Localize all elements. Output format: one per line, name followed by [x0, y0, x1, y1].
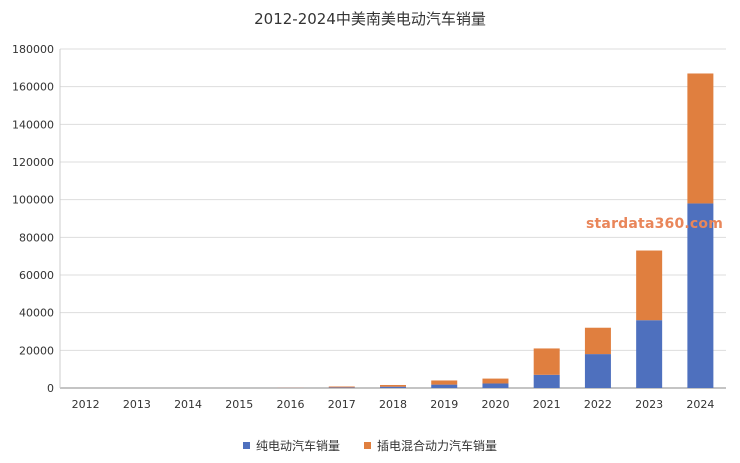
bar-phev-2019[interactable]	[431, 380, 458, 385]
bar-phev-2021[interactable]	[533, 348, 560, 375]
bar-phev-2023[interactable]	[636, 250, 663, 321]
y-tick-label: 60000	[19, 269, 54, 282]
x-tick-label: 2012	[72, 398, 100, 411]
legend: 纯电动汽车销量 插电混合动力汽车销量	[0, 437, 740, 454]
bar-bev-2020[interactable]	[482, 383, 509, 388]
legend-label-phev: 插电混合动力汽车销量	[377, 439, 498, 453]
x-tick-label: 2023	[635, 398, 663, 411]
x-tick-label: 2016	[277, 398, 305, 411]
watermark-text: stardata360.com	[586, 216, 724, 232]
bar-bev-2024[interactable]	[687, 203, 714, 388]
bar-bev-2023[interactable]	[636, 320, 663, 388]
y-tick-label: 120000	[12, 156, 54, 169]
bar-phev-2022[interactable]	[584, 327, 611, 355]
legend-label-bev: 纯电动汽车销量	[255, 439, 340, 453]
y-tick-label: 40000	[19, 307, 54, 320]
y-tick-label: 140000	[12, 118, 54, 131]
y-tick-label: 80000	[19, 231, 54, 244]
y-tick-label: 100000	[12, 194, 54, 207]
bar-bev-2022[interactable]	[584, 354, 611, 388]
x-tick-label: 2024	[686, 398, 714, 411]
x-tick-label: 2021	[533, 398, 561, 411]
x-tick-label: 2013	[123, 398, 151, 411]
legend-item-bev[interactable]: 纯电动汽车销量	[242, 437, 340, 454]
bar-bev-2018[interactable]	[380, 386, 406, 388]
y-tick-label: 180000	[12, 43, 54, 56]
x-tick-label: 2014	[174, 398, 202, 411]
legend-item-phev[interactable]: 插电混合动力汽车销量	[364, 437, 497, 454]
chart-title: 2012-2024中美南美电动汽车销量	[254, 10, 486, 28]
x-tick-label: 2019	[430, 398, 458, 411]
bar-phev-2020[interactable]	[482, 378, 509, 384]
x-tick-label: 2018	[379, 398, 407, 411]
bar-bev-2021[interactable]	[533, 374, 560, 388]
bar-bev-2017[interactable]	[328, 387, 355, 388]
y-tick-label: 160000	[12, 81, 54, 94]
bar-bev-2019[interactable]	[431, 384, 458, 388]
y-tick-label: 0	[47, 382, 54, 395]
bar-phev-2017[interactable]	[328, 386, 355, 388]
x-tick-label: 2015	[225, 398, 253, 411]
x-tick-label: 2022	[584, 398, 612, 411]
y-tick-label: 20000	[19, 344, 54, 357]
legend-swatch-phev	[364, 442, 371, 449]
legend-swatch-bev	[242, 442, 250, 449]
x-tick-label: 2020	[481, 398, 509, 411]
bar-phev-2018[interactable]	[380, 384, 406, 387]
bar-phev-2024[interactable]	[687, 73, 714, 204]
x-tick-label: 2017	[328, 398, 356, 411]
